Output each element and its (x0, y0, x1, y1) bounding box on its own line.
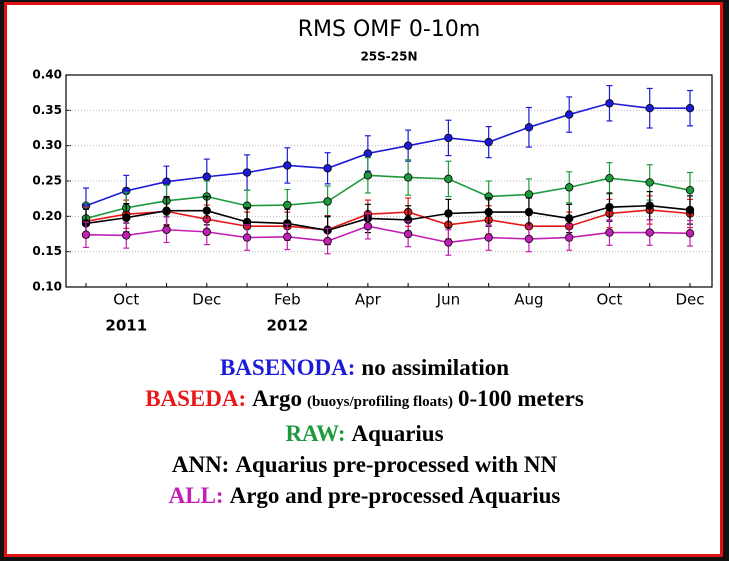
data-point (605, 173, 614, 183)
data-point (162, 225, 171, 234)
note-line: ANN: Aquarius pre-processed with NN (0, 449, 729, 480)
data-point (202, 227, 211, 237)
data-point (645, 201, 654, 210)
data-point (605, 228, 614, 237)
data-point (484, 207, 493, 217)
x-tick-label: Oct (113, 291, 139, 309)
data-point (565, 233, 574, 242)
x-year-label: 2011 (105, 317, 147, 335)
data-point (524, 123, 534, 132)
data-point (162, 206, 171, 215)
desc: Aquarius pre-processed with NN (235, 452, 558, 477)
data-point (323, 164, 332, 173)
note-line: BASENODA: no assimilation (0, 352, 729, 383)
data-point (81, 230, 91, 239)
data-point (565, 110, 574, 119)
data-point (403, 173, 413, 182)
series-line (85, 174, 691, 220)
series-line (85, 225, 691, 244)
frame (4, 2, 723, 557)
x-tick-label: Dec (675, 291, 704, 309)
x-tick-label: Feb (274, 291, 301, 309)
data-point (403, 141, 413, 150)
nm: ALL: (168, 483, 224, 508)
data-point (202, 206, 211, 215)
desc: no assimilation (361, 355, 510, 380)
y-tick-label: 0.25 (32, 174, 62, 188)
data-point (444, 209, 453, 218)
small: (buoys/profiling floats) (306, 394, 453, 410)
data-point (363, 222, 373, 231)
chart-title: RMS OMF 0-10m (298, 17, 481, 42)
y-tick-label: 0.30 (32, 138, 62, 152)
data-point (242, 168, 252, 177)
data-point (484, 137, 493, 147)
data-point (202, 172, 211, 181)
data-point (363, 171, 373, 180)
x-year-label: 2012 (266, 317, 308, 335)
data-point (565, 214, 574, 223)
data-point (645, 104, 654, 113)
data-point (162, 177, 171, 186)
nm: BASEDA: (145, 386, 247, 411)
data-point (605, 99, 614, 108)
desc: Argo (252, 386, 302, 411)
x-tick-label: Dec (192, 291, 221, 309)
data-point (685, 229, 695, 238)
data-point (524, 234, 534, 244)
data-point (283, 200, 292, 210)
note-line: ALL: Argo and pre-processed Aquarius (0, 480, 729, 511)
data-point (685, 185, 695, 195)
desc: Argo and pre-processed Aquarius (229, 483, 561, 508)
y-tick-label: 0.40 (32, 68, 62, 82)
nm: ANN: (171, 452, 230, 477)
data-point (645, 228, 654, 237)
x-tick-label: Jun (436, 291, 460, 309)
data-point (645, 178, 654, 187)
data-point (122, 213, 131, 222)
data-point (444, 174, 453, 184)
y-tick-label: 0.35 (32, 103, 62, 117)
chart: RMS OMF 0-10m 25S-25N 0.10 0.15 0.20 0.25 0.… (32, 17, 713, 335)
x-tick-label: Aug (514, 291, 543, 309)
data-point (444, 133, 453, 143)
data-point (524, 190, 534, 199)
data-point (323, 236, 332, 246)
data-point (363, 149, 373, 158)
data-point (565, 183, 574, 192)
chart-subtitle: 25S-25N (360, 50, 417, 64)
series-line (85, 204, 691, 232)
nm: BASENODA: (219, 355, 356, 380)
series-line (85, 209, 691, 231)
note-line: RAW: Aquarius (0, 418, 729, 449)
desc: 0-100 meters (457, 386, 584, 411)
series-line (85, 102, 690, 207)
x-tick-label: Apr (355, 291, 382, 309)
data-point (444, 238, 453, 247)
x-tick-label: Oct (596, 291, 622, 309)
data-point (685, 205, 695, 215)
data-point (605, 202, 614, 212)
data-point (283, 232, 292, 242)
data-point (122, 231, 131, 240)
data-point (242, 233, 252, 242)
data-point (685, 104, 695, 113)
series-notes: BASENODA: no assimilation BASEDA: Argo (buoy… (0, 352, 729, 511)
y-tick-label: 0.20 (32, 209, 62, 223)
y-tick-label: 0.15 (32, 244, 62, 258)
y-tick-label: 0.10 (32, 280, 62, 294)
data-point (484, 233, 493, 242)
note-line: BASEDA: Argo (buoys/profiling floats) 0-100… (0, 383, 729, 418)
data-point (403, 229, 413, 239)
desc: Aquarius (351, 421, 444, 446)
data-point (283, 161, 292, 170)
data-point (323, 197, 332, 206)
plot-frame (65, 74, 713, 288)
nm: RAW: (285, 421, 346, 446)
data-point (524, 207, 534, 217)
